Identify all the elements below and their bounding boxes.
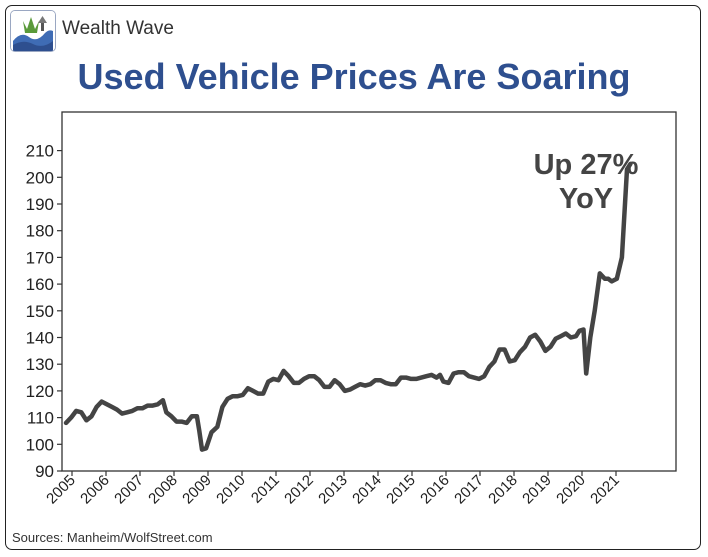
y-tick-label: 130 <box>26 355 54 374</box>
wave-logo-icon <box>10 10 56 52</box>
y-tick-label: 120 <box>26 382 54 401</box>
series-line <box>63 161 633 452</box>
x-tick-label: 2013 <box>315 472 351 508</box>
x-tick-label: 2018 <box>485 472 521 508</box>
y-tick-label: 190 <box>26 195 54 214</box>
x-tick-label: 2015 <box>383 472 419 508</box>
x-tick-label: 2021 <box>587 472 623 508</box>
source-note: Sources: Manheim/WolfStreet.com <box>12 530 213 545</box>
y-tick-label: 170 <box>26 248 54 267</box>
y-tick-label: 160 <box>26 275 54 294</box>
x-tick-label: 2008 <box>145 472 181 508</box>
y-tick-label: 180 <box>26 222 54 241</box>
chart-title: Used Vehicle Prices Are Soaring <box>77 56 631 97</box>
x-tick-label: 2016 <box>417 472 453 508</box>
x-tick-label: 2020 <box>553 472 589 508</box>
y-tick-label: 140 <box>26 329 54 348</box>
annotation-line2: YoY <box>559 183 613 215</box>
figure-frame <box>5 5 701 550</box>
x-tick-label: 2014 <box>349 472 385 508</box>
y-tick-label: 110 <box>27 409 54 428</box>
x-tick-label: 2011 <box>248 472 283 507</box>
y-tick-label: 210 <box>26 142 54 161</box>
y-tick-label: 90 <box>35 462 54 481</box>
plot-area <box>61 111 677 472</box>
y-tick-label: 200 <box>26 168 54 187</box>
x-tick-label: 2010 <box>213 472 249 508</box>
brand-name: Wealth Wave <box>62 18 174 39</box>
y-tick-label: 150 <box>26 302 54 321</box>
x-tick-label: 2012 <box>281 472 317 508</box>
x-tick-label: 2007 <box>111 472 147 508</box>
x-tick-label: 2006 <box>77 472 113 508</box>
x-tick-label: 2009 <box>179 472 215 508</box>
x-tick-label: 2019 <box>519 472 555 508</box>
annotation-line1: Up 27% <box>534 149 639 181</box>
y-tick-label: 100 <box>26 435 54 454</box>
x-tick-label: 2017 <box>451 472 487 508</box>
